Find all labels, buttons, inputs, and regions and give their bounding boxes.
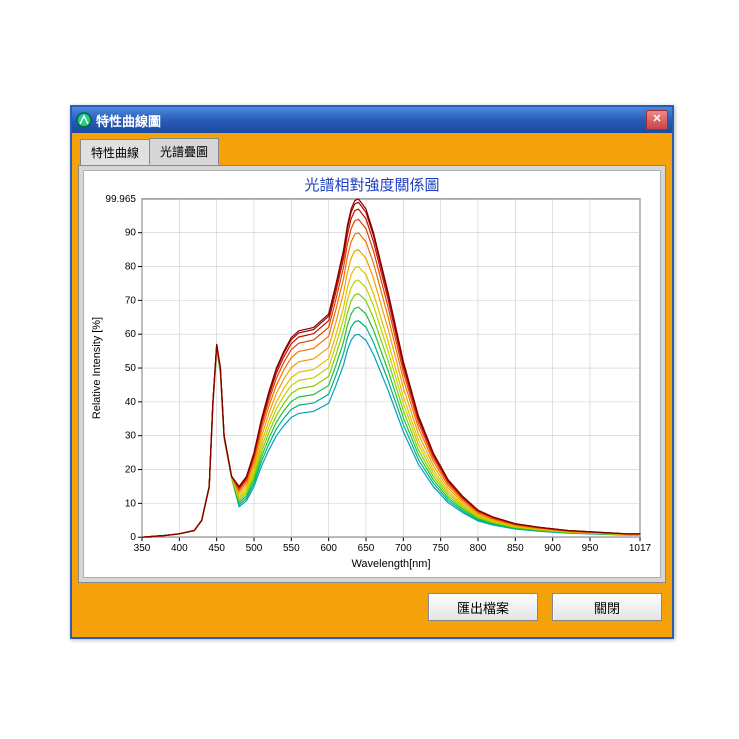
svg-text:800: 800 <box>470 543 487 554</box>
svg-text:400: 400 <box>171 543 188 554</box>
button-row: 匯出檔案 關閉 <box>78 583 666 621</box>
spectrum-chart: 3504004505005506006507007508008509009501… <box>84 171 660 577</box>
svg-text:70: 70 <box>125 295 137 306</box>
app-icon <box>76 112 92 128</box>
svg-text:850: 850 <box>507 543 524 554</box>
svg-text:80: 80 <box>125 262 137 273</box>
titlebar[interactable]: 特性曲線圖 ✕ <box>72 107 672 133</box>
svg-text:650: 650 <box>358 543 375 554</box>
chart-container: 光譜相對強度關係圖 350400450500550600650700750800… <box>83 170 661 578</box>
close-button[interactable]: 關閉 <box>552 593 662 621</box>
svg-text:1017: 1017 <box>629 543 652 554</box>
svg-text:30: 30 <box>125 431 137 442</box>
svg-text:600: 600 <box>320 543 337 554</box>
svg-text:50: 50 <box>125 363 137 374</box>
svg-text:500: 500 <box>246 543 263 554</box>
svg-text:950: 950 <box>582 543 599 554</box>
svg-text:Wavelength[nm]: Wavelength[nm] <box>351 558 430 570</box>
svg-text:40: 40 <box>125 397 137 408</box>
svg-text:900: 900 <box>544 543 561 554</box>
svg-text:10: 10 <box>125 498 137 509</box>
client-area: 特性曲線 光譜疊圖 光譜相對強度關係圖 35040045050055060065… <box>78 139 666 631</box>
export-button[interactable]: 匯出檔案 <box>428 593 538 621</box>
svg-text:700: 700 <box>395 543 412 554</box>
window-title: 特性曲線圖 <box>96 111 646 130</box>
svg-text:350: 350 <box>134 543 151 554</box>
tab-spectrum-overlay[interactable]: 光譜疊圖 <box>149 138 219 165</box>
svg-text:60: 60 <box>125 329 137 340</box>
svg-text:99.965: 99.965 <box>105 194 136 205</box>
svg-text:550: 550 <box>283 543 300 554</box>
svg-text:90: 90 <box>125 228 137 239</box>
tabstrip: 特性曲線 光譜疊圖 <box>78 139 666 165</box>
svg-text:750: 750 <box>432 543 449 554</box>
svg-text:0: 0 <box>130 532 136 543</box>
svg-text:Relative Intensity [%]: Relative Intensity [%] <box>91 317 103 419</box>
dialog-window: 特性曲線圖 ✕ 特性曲線 光譜疊圖 光譜相對強度關係圖 350400450500… <box>70 105 674 639</box>
window-close-button[interactable]: ✕ <box>646 110 668 130</box>
svg-text:20: 20 <box>125 465 137 476</box>
svg-text:450: 450 <box>208 543 225 554</box>
tab-characteristic-curve[interactable]: 特性曲線 <box>80 139 150 165</box>
tab-panel: 光譜相對強度關係圖 350400450500550600650700750800… <box>78 165 666 583</box>
